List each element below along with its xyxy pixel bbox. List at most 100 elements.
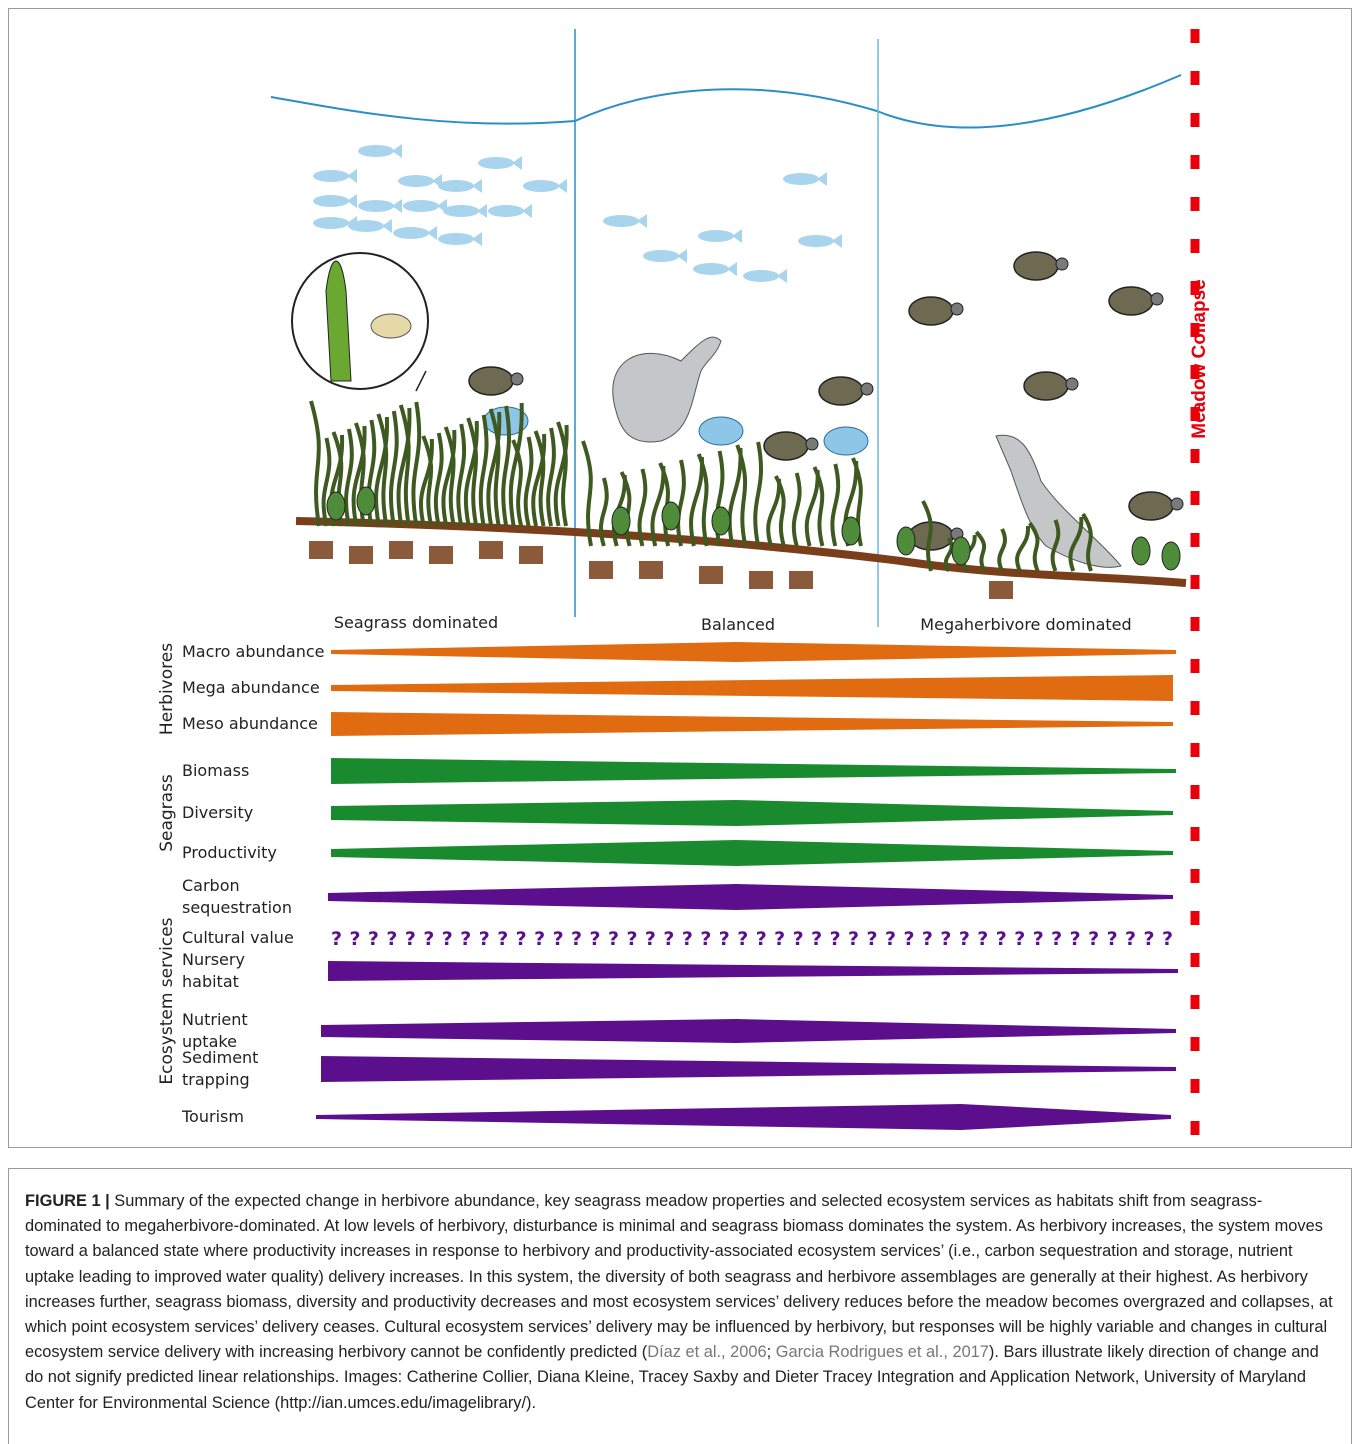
trend-bar	[328, 884, 1173, 910]
row-label-line: Nursery	[182, 950, 245, 969]
seagrass	[466, 417, 479, 527]
roots	[349, 546, 373, 564]
fish	[313, 170, 349, 182]
seagrass	[921, 500, 933, 572]
seagrass	[650, 465, 666, 547]
fish	[472, 232, 482, 246]
fish	[777, 269, 787, 283]
fish	[698, 230, 734, 242]
seagrass	[344, 428, 354, 527]
seagrass	[478, 414, 489, 527]
turtle	[950, 302, 964, 316]
trend-bar	[331, 758, 1176, 784]
paddle-grass	[1161, 541, 1181, 571]
roots	[309, 541, 333, 559]
fish	[398, 175, 434, 187]
trend-bar	[328, 961, 1178, 981]
turtle	[860, 382, 874, 396]
reef-fish	[698, 416, 744, 446]
seagrass	[531, 433, 547, 527]
row-label: Productivity	[182, 843, 277, 862]
seagrass	[309, 400, 321, 527]
seagrass	[830, 463, 841, 547]
illustrations	[309, 144, 1184, 599]
paddle-grass	[611, 506, 631, 536]
fish	[427, 226, 437, 240]
seagrass	[376, 413, 389, 527]
paddle-grass	[1131, 536, 1151, 566]
trend-bar	[321, 1056, 1176, 1082]
fish	[478, 157, 514, 169]
seagrass	[533, 430, 546, 527]
zone-label: Megaherbivore dominated	[920, 615, 1131, 634]
seagrass	[411, 401, 422, 527]
turtle	[1013, 251, 1059, 281]
seagrass	[1068, 516, 1084, 572]
unknown-marks: ????????????????????????????????????????…	[331, 928, 1174, 950]
caption-text: ). Bars illustrate likely direction of c…	[25, 1343, 1319, 1412]
roots	[429, 546, 453, 564]
caption-text: Summary of the expected change in herbiv…	[25, 1192, 1333, 1362]
inset-leaf	[325, 260, 352, 382]
row-label-line: Sediment	[182, 1048, 258, 1067]
fish	[557, 179, 567, 193]
fish	[393, 227, 429, 239]
turtle	[763, 431, 809, 461]
caption-text: ;	[766, 1343, 776, 1362]
paddle-grass	[711, 506, 731, 536]
seagrass	[581, 440, 593, 547]
row-label-line: Macro abundance	[182, 642, 325, 661]
seagrass	[321, 437, 332, 527]
seagrass	[804, 469, 820, 547]
turtle	[1150, 292, 1164, 306]
collapse-label: Meadow Collapse	[1189, 279, 1210, 438]
trend-bar	[321, 1019, 1176, 1043]
seagrass	[766, 478, 782, 547]
seagrass	[443, 426, 456, 527]
group-label: Herbivores	[157, 643, 177, 735]
fish	[783, 173, 819, 185]
seagrass	[689, 456, 704, 547]
seagrass	[456, 423, 467, 527]
fish	[693, 263, 729, 275]
paddle-grass	[896, 526, 916, 556]
fish	[727, 262, 737, 276]
turtle	[908, 296, 954, 326]
caption: FIGURE 1 | Summary of the expected chang…	[8, 1168, 1352, 1444]
row-label-line: Nutrient	[182, 1010, 248, 1029]
seagrass	[943, 536, 954, 573]
seagrass	[421, 435, 434, 527]
row-label-line: habitat	[182, 972, 239, 991]
trend-bar	[331, 712, 1173, 736]
row-label: Mega abundance	[182, 678, 320, 697]
paddle-grass	[841, 516, 861, 546]
roots	[989, 581, 1013, 599]
fish	[677, 249, 687, 263]
seagrass	[351, 425, 367, 527]
figure: Meadow Collapse Seagrass dominated Balan…	[157, 29, 1210, 1151]
fish	[522, 204, 532, 218]
citation: Garcia Rodrigues et al., 2017	[775, 1343, 989, 1362]
fish	[313, 195, 349, 207]
roots	[789, 571, 813, 589]
seagrass	[418, 438, 434, 527]
fish	[392, 199, 402, 213]
seagrass	[553, 424, 569, 527]
fish	[488, 205, 524, 217]
turtle	[468, 366, 514, 396]
zone-label: Seagrass dominated	[334, 613, 498, 632]
row-label-line: Meso abundance	[182, 714, 318, 733]
paddle-grass	[951, 536, 971, 566]
seagrass	[676, 459, 686, 547]
seagrass	[637, 468, 648, 547]
seagrass	[791, 472, 802, 547]
seagrass	[396, 407, 412, 527]
turtle	[510, 372, 524, 386]
roots	[639, 561, 663, 579]
fish	[438, 233, 474, 245]
fish	[743, 270, 779, 282]
roots	[749, 571, 773, 589]
roots	[389, 541, 413, 559]
seagrass	[1028, 521, 1040, 572]
